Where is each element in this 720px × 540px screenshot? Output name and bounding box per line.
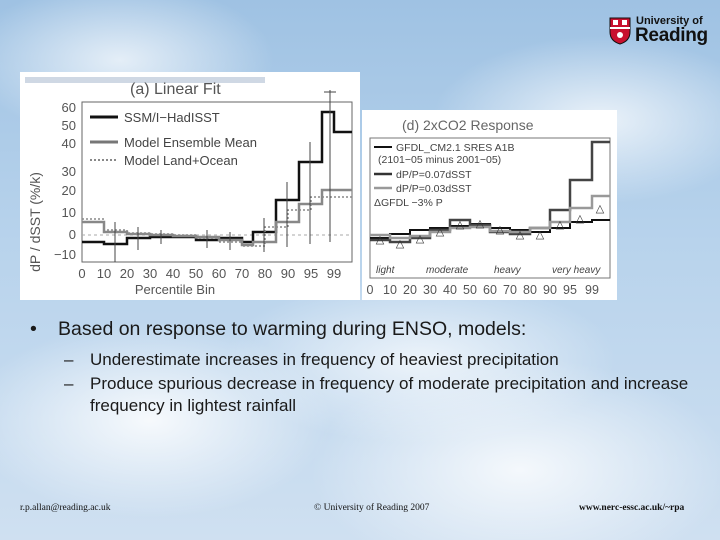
footer-copyright: © University of Reading 2007: [314, 503, 430, 513]
chart-d-xtick: 70: [503, 283, 517, 297]
chart-d-xtick: 0: [367, 283, 374, 297]
chart-d-xtick: 95: [563, 283, 577, 297]
chart-a-xtick: 30: [143, 266, 157, 281]
chart-d-xtick: 20: [403, 283, 417, 297]
sub-bullet: – Produce spurious decrease in frequency…: [58, 373, 710, 417]
chart-a-xtick: 50: [189, 266, 203, 281]
triangle-marker: △: [516, 229, 525, 241]
chart-d-xtick: 60: [483, 283, 497, 297]
sub-bullet-list: – Underestimate increases in frequency o…: [58, 349, 710, 417]
sub-bullet: – Underestimate increases in frequency o…: [58, 349, 710, 371]
crest-icon: [609, 17, 631, 45]
legend-label: Model Land+Ocean: [124, 153, 238, 168]
chart-a-ytick: 20: [62, 183, 76, 198]
footer-url[interactable]: www.nerc-essc.ac.uk/~rpa: [579, 503, 685, 513]
chart-d-xtick: 50: [463, 283, 477, 297]
triangle-marker: △: [496, 224, 505, 236]
series-model-mean: [82, 188, 352, 247]
logo-text-top: University of: [636, 15, 703, 27]
chart-d-xtick: 90: [543, 283, 557, 297]
chart-a-xtick: 60: [212, 266, 226, 281]
legend-label: ΔGFDL −3% P: [374, 197, 443, 209]
chart-a-ytick: 40: [62, 136, 76, 151]
bin-label: light: [376, 265, 396, 276]
chart-a-xlabel: Percentile Bin: [135, 282, 215, 297]
legend-label: SSM/I−HadISST: [124, 110, 220, 125]
chart-d-svg: (d) 2xCO2 Response GFDL_CM2.1 SRES A1B (…: [367, 117, 611, 297]
chart-d-xtick: 30: [423, 283, 437, 297]
chart-a-xtick: 40: [166, 266, 180, 281]
dash-icon: –: [64, 350, 74, 369]
bin-label: moderate: [426, 265, 469, 276]
legend-label: dP/P=0.03dSST: [396, 183, 472, 195]
triangle-marker: △: [476, 218, 485, 230]
chart-a-ylabel: dP / dSST (%/k): [27, 172, 43, 272]
legend-label: (2101−05 minus 2001−05): [378, 154, 501, 166]
chart-a-xtick: 99: [327, 266, 341, 281]
triangle-marker: △: [376, 234, 385, 246]
chart-d-title: (d) 2xCO2 Response: [402, 117, 534, 133]
bullet-list: • Based on response to warming during EN…: [30, 318, 710, 419]
triangle-marker: △: [556, 219, 565, 231]
triangle-marker: △: [456, 219, 465, 231]
chart-a-title: (a) Linear Fit: [130, 81, 221, 98]
chart-a-ytick: 0: [69, 227, 76, 242]
sub-bullet-text: Produce spurious decrease in frequency o…: [90, 374, 689, 415]
triangle-marker: △: [596, 203, 605, 215]
triangle-marker: △: [416, 233, 425, 245]
legend-label: dP/P=0.07dSST: [396, 169, 472, 181]
chart-a-ytick: 10: [62, 205, 76, 220]
triangle-marker: △: [536, 229, 545, 241]
chart-a-ytick: 60: [62, 100, 76, 115]
sub-bullet-text: Underestimate increases in frequency of …: [90, 350, 559, 369]
chart-d-xtick: 99: [585, 283, 599, 297]
dash-icon: –: [64, 374, 74, 393]
logo-text-main: Reading: [635, 25, 708, 46]
series-observations: [82, 110, 352, 246]
bin-label: heavy: [494, 265, 522, 276]
chart-a-ytick: 30: [62, 164, 76, 179]
chart-a-ytick: −10: [54, 247, 76, 262]
legend-label: Model Ensemble Mean: [124, 135, 257, 150]
footer-email[interactable]: r.p.allan@reading.ac.uk: [20, 503, 111, 513]
bullet-main-text: Based on response to warming during ENSO…: [58, 318, 527, 340]
chart-d-xtick: 80: [523, 283, 537, 297]
chart-d-xtick: 40: [443, 283, 457, 297]
bullet-dot-icon: •: [30, 318, 37, 340]
series-003: [370, 194, 610, 240]
chart-a-xtick: 70: [235, 266, 249, 281]
triangle-marker: △: [396, 238, 405, 250]
series-land-ocean: [82, 196, 352, 247]
triangle-marker: △: [576, 213, 585, 225]
university-logo: University of Reading: [609, 15, 709, 49]
chart-panel-a: (a) Linear Fit dP / dSST (%/k) 60 50 40 …: [20, 72, 360, 300]
chart-a-xtick: 90: [281, 266, 295, 281]
chart-d-xtick: 10: [383, 283, 397, 297]
chart-a-xtick: 80: [258, 266, 272, 281]
chart-panel-d: (d) 2xCO2 Response GFDL_CM2.1 SRES A1B (…: [362, 110, 617, 300]
chart-a-svg: (a) Linear Fit dP / dSST (%/k) 60 50 40 …: [25, 77, 353, 297]
chart-a-ytick: 50: [62, 118, 76, 133]
chart-a-xtick: 0: [78, 266, 85, 281]
legend-label: GFDL_CM2.1 SRES A1B: [396, 142, 514, 154]
triangle-marker: △: [436, 226, 445, 238]
chart-a-xtick: 10: [97, 266, 111, 281]
chart-d-frame: [369, 137, 611, 279]
chart-a-xtick: 95: [304, 266, 318, 281]
chart-a-frame: [81, 101, 353, 263]
bullet-main: • Based on response to warming during EN…: [30, 318, 710, 341]
bin-label: very heavy: [552, 265, 601, 276]
chart-a-xtick: 20: [120, 266, 134, 281]
